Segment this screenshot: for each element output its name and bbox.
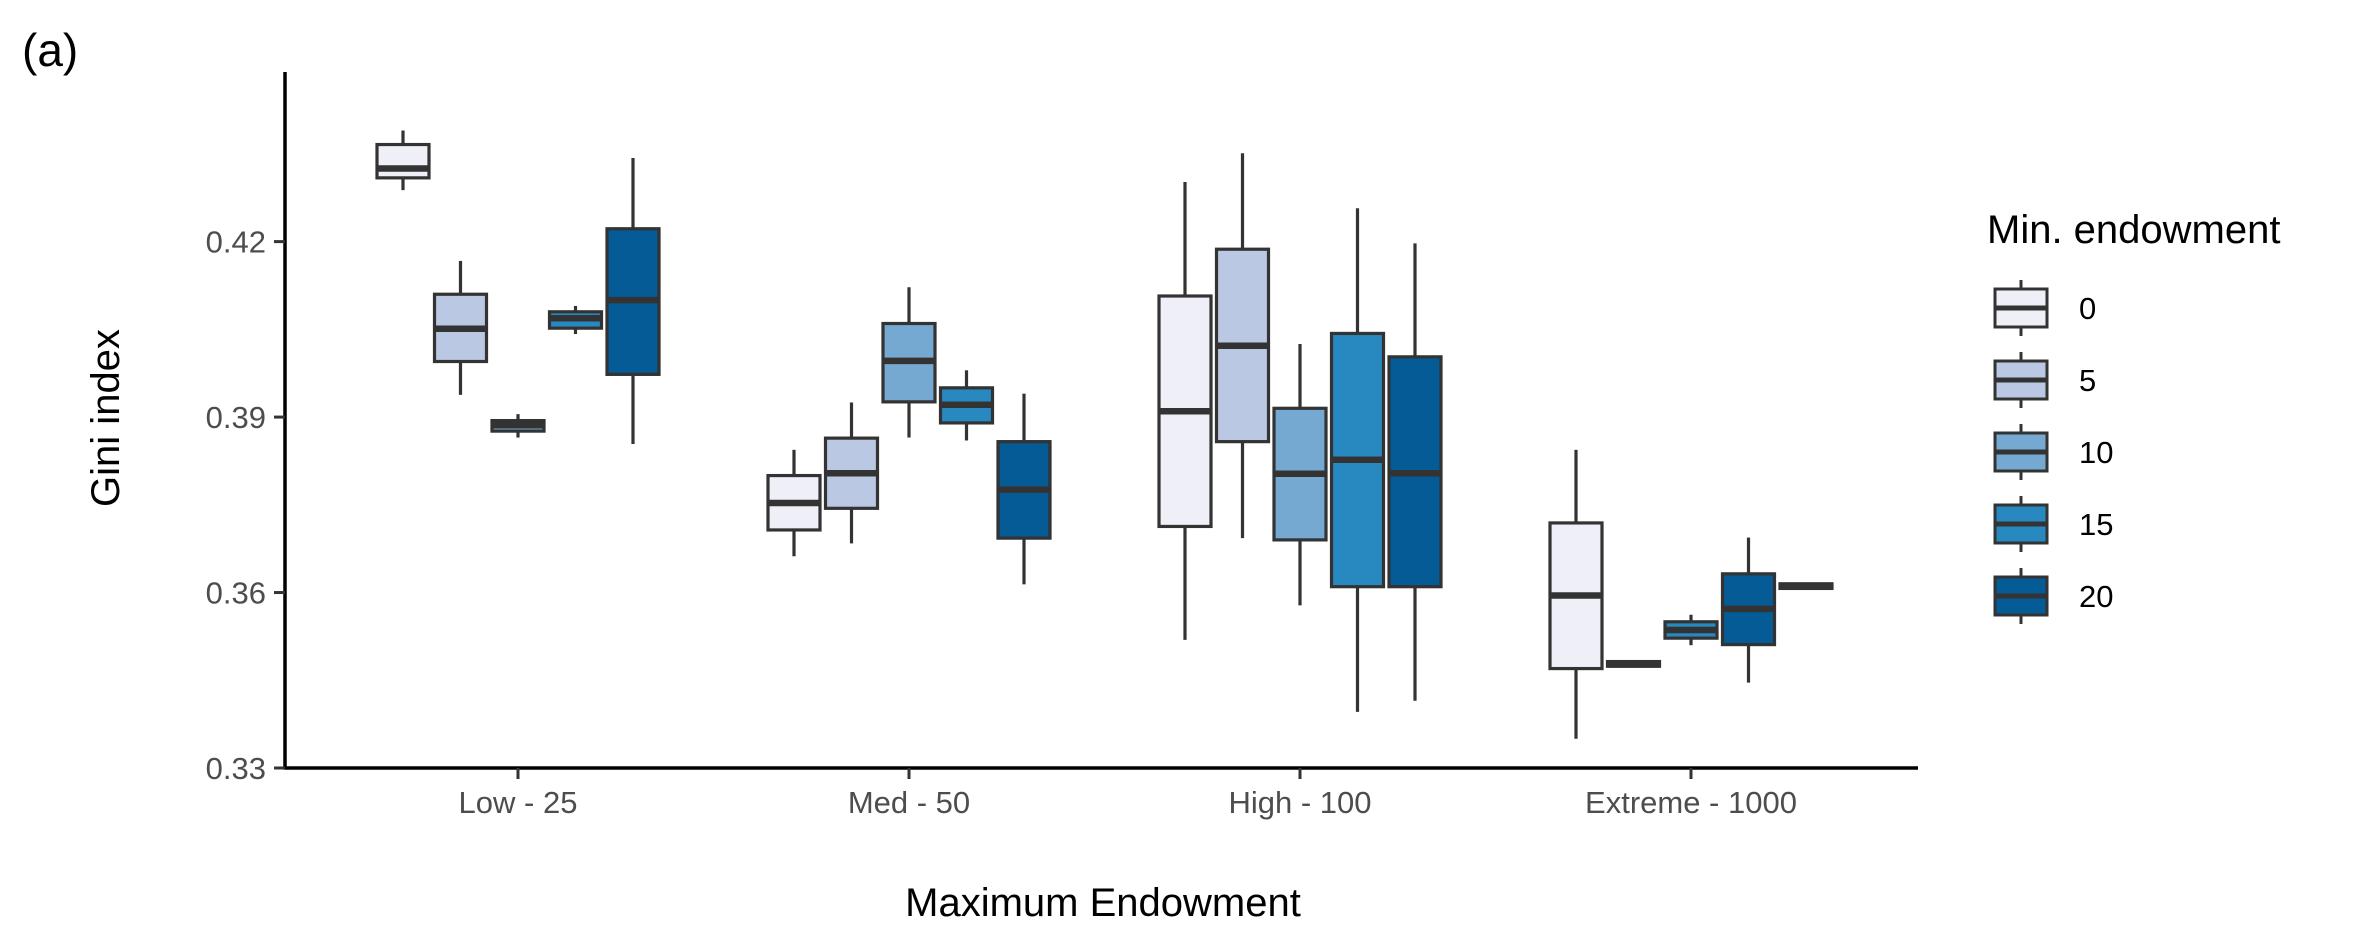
legend-label: 10 [2079, 435, 2113, 470]
box-15-1 [938, 370, 995, 441]
box-5-0 [432, 260, 489, 395]
box-20-3 [1720, 537, 1777, 683]
box-0-3 [1548, 449, 1604, 739]
box-5-1 [823, 402, 880, 544]
box-body [375, 142, 431, 180]
legend-label: 15 [2079, 507, 2113, 542]
legend: Min. endowment 0 5 10 15 20 [1987, 208, 2280, 624]
box-5-2 [1214, 153, 1271, 539]
box-0-0 [375, 130, 431, 191]
box-10-0 [490, 414, 546, 438]
box-15-3 [1663, 614, 1719, 646]
axes: 0.33 0.36 0.39 0.42 Low - 25 Med - 50 High - 1… [206, 72, 1918, 820]
legend-label: 20 [2079, 579, 2113, 614]
legend-item-15: 15 [1993, 496, 2113, 552]
legend-item-10: 10 [1993, 424, 2113, 480]
box-0-1 [766, 449, 822, 557]
box-20-0 [605, 157, 661, 444]
box-0-2 [1157, 181, 1213, 640]
y-tick-label: 0.33 [206, 751, 266, 786]
legend-item-5: 5 [1993, 352, 2096, 408]
legend-label: 5 [2079, 363, 2096, 398]
y-tick-label: 0.36 [206, 576, 266, 611]
y-tick-label: 0.39 [206, 400, 266, 435]
y-axis-title: Gini index [84, 329, 128, 507]
legend-label: 0 [2079, 291, 2096, 326]
legend-title: Min. endowment [1987, 208, 2280, 252]
box-15-2 [1329, 208, 1386, 712]
x-tick-label: High - 100 [1228, 785, 1371, 820]
x-axis-title: Maximum Endowment [905, 881, 1301, 925]
y-tick-label: 0.42 [206, 225, 266, 260]
box-10-1 [881, 287, 937, 438]
box-10-2 [1272, 343, 1328, 606]
x-tick-label: Med - 50 [848, 785, 970, 820]
box-20-2 [1387, 243, 1443, 701]
box-10-3 [1605, 659, 1662, 668]
box-layer [375, 130, 1834, 739]
legend-item-20: 20 [1993, 568, 2113, 624]
legend-item-0: 0 [1993, 280, 2096, 336]
box-20-3 [1778, 582, 1834, 591]
x-tick-label: Low - 25 [459, 785, 578, 820]
panel-tag: (a) [22, 24, 78, 76]
x-tick-label: Extreme - 1000 [1585, 785, 1797, 820]
box-15-0 [547, 305, 604, 335]
box-20-1 [996, 393, 1052, 585]
